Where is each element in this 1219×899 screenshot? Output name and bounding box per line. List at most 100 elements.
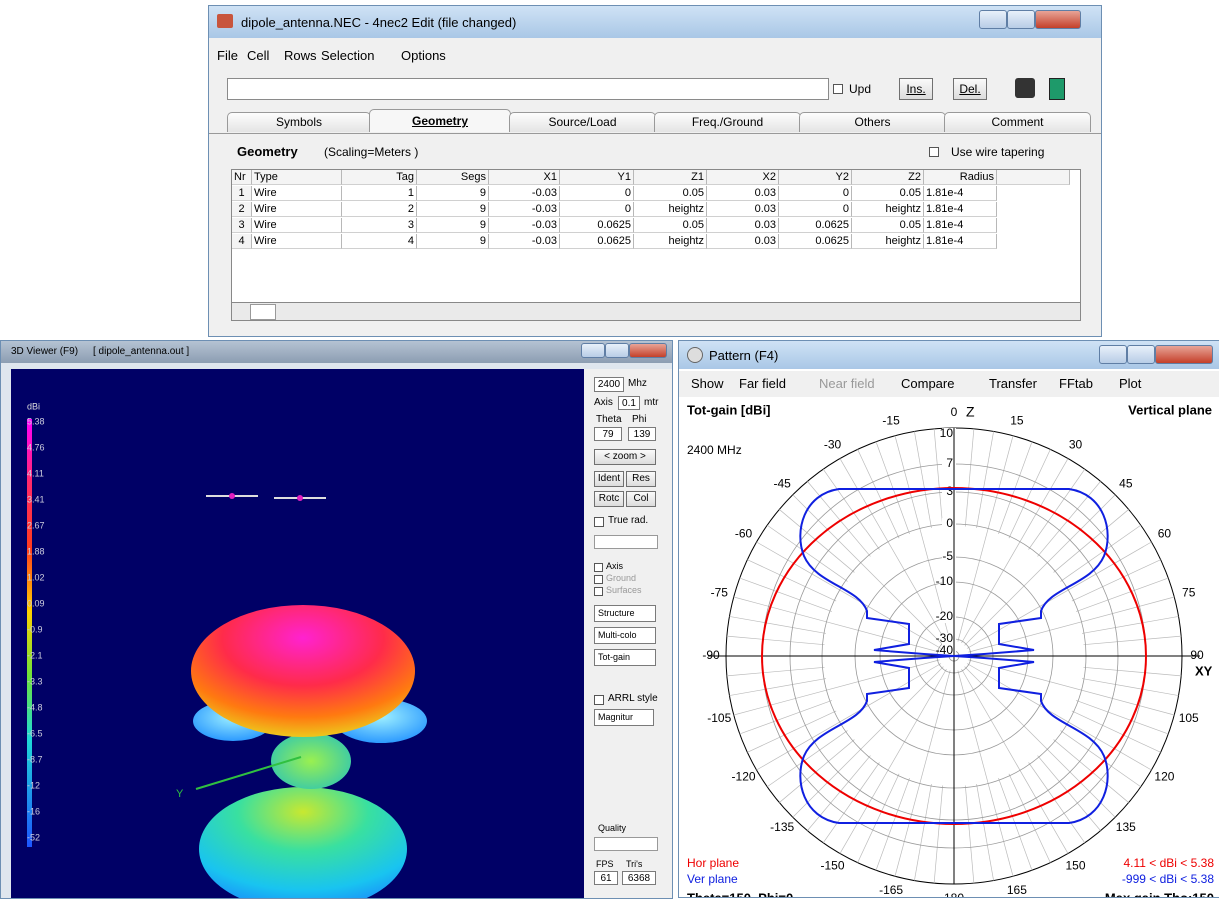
table-cell[interactable]: 0 [779,186,852,201]
quality-slider[interactable] [594,837,658,851]
table-cell[interactable]: 0.03 [707,234,779,249]
tapering-checkbox[interactable] [929,147,939,157]
axis-input[interactable]: 0.1 [618,396,640,410]
table-cell[interactable]: heightz [852,202,924,217]
row-number[interactable]: 2 [232,202,252,217]
menu-item[interactable]: Near field [819,376,875,391]
phi-input[interactable]: 139 [628,427,656,441]
cell-input[interactable] [227,78,829,100]
table-cell[interactable]: 0.05 [852,218,924,233]
menu-item[interactable]: File [217,48,238,63]
tab[interactable]: Freq./Ground [654,112,801,132]
h-scrollbar[interactable] [231,302,1081,321]
maximize-button[interactable] [1127,345,1155,364]
table-cell[interactable]: 0.05 [634,186,707,201]
menu-item[interactable]: Plot [1119,376,1142,391]
save-icon[interactable] [1015,78,1035,98]
table-cell[interactable]: 0.0625 [560,218,634,233]
table-cell[interactable]: 0.05 [852,186,924,201]
panel-checkbox[interactable] [594,575,603,584]
panel-button[interactable]: Col [626,491,656,507]
menu-item[interactable]: Cell [247,48,270,63]
dropdown[interactable]: Tot-gain [594,649,656,666]
table-cell[interactable]: 0 [560,202,634,217]
magnitude-dropdown[interactable]: Magnitur [594,709,654,726]
row-number[interactable]: 1 [232,186,252,201]
table-cell[interactable]: Wire [252,202,342,217]
table-cell[interactable]: 9 [417,186,489,201]
menu-item[interactable]: Options [401,48,446,63]
panel-button[interactable]: Res [626,471,656,487]
table-cell[interactable]: 9 [417,218,489,233]
row-number[interactable]: 4 [232,234,252,249]
table-cell[interactable]: heightz [852,234,924,249]
dropdown[interactable]: Multi-colo [594,627,656,644]
table-cell[interactable]: -0.03 [489,218,560,233]
table-cell[interactable]: 1 [342,186,417,201]
panel-button[interactable]: Ident [594,471,624,487]
menu-item[interactable]: Compare [901,376,955,391]
table-cell[interactable]: 1.81e-4 [924,234,997,249]
slider[interactable] [594,535,658,549]
table-cell[interactable]: 0 [779,202,852,217]
table-cell[interactable]: 9 [417,234,489,249]
table-cell[interactable]: 0.0625 [779,234,852,249]
panel-checkbox[interactable] [594,563,603,572]
close-button[interactable] [1035,10,1081,29]
table-cell[interactable]: 0.03 [707,218,779,233]
table-cell[interactable]: 1.81e-4 [924,202,997,217]
freq-input[interactable]: 2400 [594,377,624,392]
panel-checkbox[interactable] [594,587,603,596]
table-cell[interactable]: 9 [417,202,489,217]
dropdown[interactable]: Structure [594,605,656,622]
table-cell[interactable]: 2 [342,202,417,217]
menu-item[interactable]: Far field [739,376,786,391]
minimize-button[interactable] [581,343,605,358]
table-cell[interactable]: Wire [252,218,342,233]
close-button[interactable] [1155,345,1213,364]
table-cell[interactable]: heightz [634,202,707,217]
menu-item[interactable]: Rows [284,48,317,63]
minimize-button[interactable] [979,10,1007,29]
tab[interactable]: Others [799,112,946,132]
minimize-button[interactable] [1099,345,1127,364]
maximize-button[interactable] [1007,10,1035,29]
arrl-checkbox[interactable] [594,695,604,705]
tab-active[interactable]: Geometry [369,109,511,132]
menu-item[interactable]: Selection [321,48,375,63]
menu-item[interactable]: Show [691,376,724,391]
table-cell[interactable]: 0 [560,186,634,201]
table-cell[interactable]: Wire [252,234,342,249]
tab[interactable]: Comment [944,112,1091,132]
tab[interactable]: Symbols [227,112,371,132]
table-cell[interactable]: 0.03 [707,202,779,217]
table-cell[interactable]: 4 [342,234,417,249]
ins-button[interactable]: Ins. [899,78,933,100]
table-cell[interactable]: heightz [634,234,707,249]
row-number[interactable]: 3 [232,218,252,233]
menu-item[interactable]: Transfer [989,376,1037,391]
zoom-button[interactable]: < zoom > [594,449,656,465]
del-button[interactable]: Del. [953,78,987,100]
true-rad-checkbox[interactable] [594,517,604,527]
table-cell[interactable]: 0.0625 [779,218,852,233]
scroll-thumb[interactable] [250,304,276,320]
theta-input[interactable]: 79 [594,427,622,441]
upd-checkbox[interactable] [833,84,843,94]
table-cell[interactable]: 3 [342,218,417,233]
tab[interactable]: Source/Load [509,112,656,132]
close-button[interactable] [629,343,667,358]
calc-icon[interactable] [1049,78,1065,100]
panel-button[interactable]: Rotc [594,491,624,507]
maximize-button[interactable] [605,343,629,358]
table-cell[interactable]: 1.81e-4 [924,186,997,201]
table-cell[interactable]: 0.03 [707,186,779,201]
table-cell[interactable]: -0.03 [489,202,560,217]
table-cell[interactable]: Wire [252,186,342,201]
table-cell[interactable]: -0.03 [489,234,560,249]
table-cell[interactable]: 0.05 [634,218,707,233]
menu-item[interactable]: FFtab [1059,376,1093,391]
table-cell[interactable]: 1.81e-4 [924,218,997,233]
table-cell[interactable]: -0.03 [489,186,560,201]
table-cell[interactable]: 0.0625 [560,234,634,249]
